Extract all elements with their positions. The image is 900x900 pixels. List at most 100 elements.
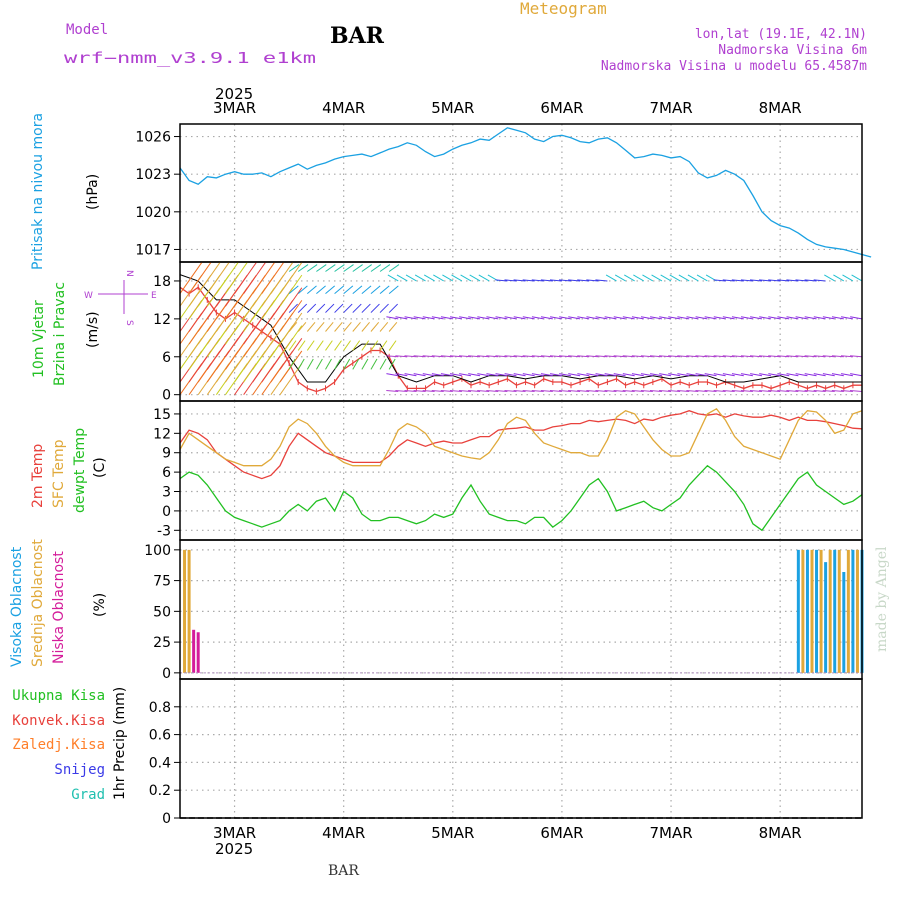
wind-arrow [504,279,517,282]
series-speed [179,286,862,393]
legend-hail: Grad [71,787,105,803]
wind-arrow [604,373,617,377]
wind-ytick-label: 0 [162,388,171,404]
wind-arrow [686,373,699,377]
wind-arrow [352,321,361,332]
wind-arrow [495,316,508,320]
wind-arrow [395,373,408,377]
wind-arrow [279,287,303,320]
wind-arrow [405,274,417,282]
location-label: lon,lat (19.1E, 42.1N) [695,27,867,42]
wind-arrow [422,355,435,358]
wind-arrow [279,262,303,294]
wind-arrow [504,373,517,377]
wind-arrow [677,316,690,320]
wind-arrow [215,262,239,294]
wind-arrow [413,355,426,358]
wind-arrow [642,274,654,282]
wind-arrow [704,373,717,377]
wind-arrow [731,316,744,320]
wind-arrow [531,355,544,358]
footer-station: BAR [328,863,359,879]
wind-arrow [795,355,808,358]
wind-arrow [386,316,399,320]
wind-arrow [586,389,599,393]
wind-arrow [713,373,726,377]
wind-arrow [279,274,303,307]
top-date-label: 8MAR [759,99,802,117]
wind-ylabel: (m/s) [85,311,101,348]
wind-arrow [288,264,300,272]
wind-arrow [469,274,481,282]
wind-arrow [361,340,370,351]
wind-arrow [315,340,324,351]
clouds-ytick-label: 50 [153,604,171,620]
wind-arrow [495,373,508,377]
bottom-date-labels: 3MAR 4MAR 5MAR 6MAR 7MAR 8MAR [213,824,802,842]
wind-title2: Brzina i Pravac [52,282,68,386]
wind-arrow [468,389,481,393]
wind-arrow [659,355,672,358]
temperature-ytick-label: 15 [153,407,171,423]
wind-arrow [840,389,853,393]
wind-arrow [316,303,326,313]
wind-arrow [297,264,309,272]
model-name: wrf−nmm_v3.9.1 e1km [64,49,316,67]
wind-arrow [334,340,342,351]
wind-arrow [540,279,553,282]
wind-arrow [334,264,345,272]
wind-arrow [786,279,799,282]
wind-arrow [595,279,608,282]
wind-arrow [386,389,399,393]
clouds-frame [179,539,863,680]
wind-arrow [749,355,763,358]
top-date-label: 4MAR [322,99,365,117]
wind-arrow [777,355,790,358]
clouds-ytick-label: 100 [144,543,171,559]
wind-arrow [704,389,717,393]
wind-arrow [325,340,333,351]
wind-arrow [604,316,617,320]
wind-arrow [288,340,297,351]
wind-arrow [513,373,526,377]
wind-arrow [379,340,388,351]
wind-arrow [288,321,298,332]
pressure-ytick-label: 1026 [135,130,171,146]
wind-arrow [449,355,462,358]
wind-arrow [261,262,285,294]
panel-wind: 0 6 12 18 [153,261,863,404]
wind-title: 10m Vjetar [31,300,47,378]
compass-west: W [84,291,93,301]
wind-arrow [306,340,315,351]
wind-arrow [252,262,275,294]
wind-arrow [722,355,735,358]
clouds-ytick-label: 75 [153,574,171,590]
wind-arrow [804,389,817,393]
wind-arrow [206,262,230,294]
series-tsfc [179,407,863,467]
series-t2m [179,410,863,480]
wind-arrow [577,355,590,358]
wind-arrow [740,389,753,393]
top-date-label: 5MAR [431,99,474,117]
wind-arrow [668,373,681,377]
wind-arrow [795,373,808,377]
wind-arrow [449,316,462,320]
wind-arrow [749,279,763,282]
wind-arrow [370,340,379,351]
wind-arrow [297,340,306,351]
wind-arrow [659,389,672,393]
wind-ytick-label: 18 [153,274,171,290]
wind-arrow [395,355,408,358]
wind-arrow [431,389,444,393]
wind-arrow [388,303,398,313]
wind-arrow [343,358,351,370]
wind-arrow [334,303,344,313]
top-date-labels: 3MAR 4MAR 5MAR 6MAR 7MAR 8MAR [213,99,802,117]
wind-arrow [850,373,863,377]
wind-arrow [568,316,581,320]
precip-ytick-label: 0.6 [149,728,171,744]
wind-arrow [522,279,535,282]
wind-arrow [386,355,399,358]
wind-arrow [768,373,781,377]
